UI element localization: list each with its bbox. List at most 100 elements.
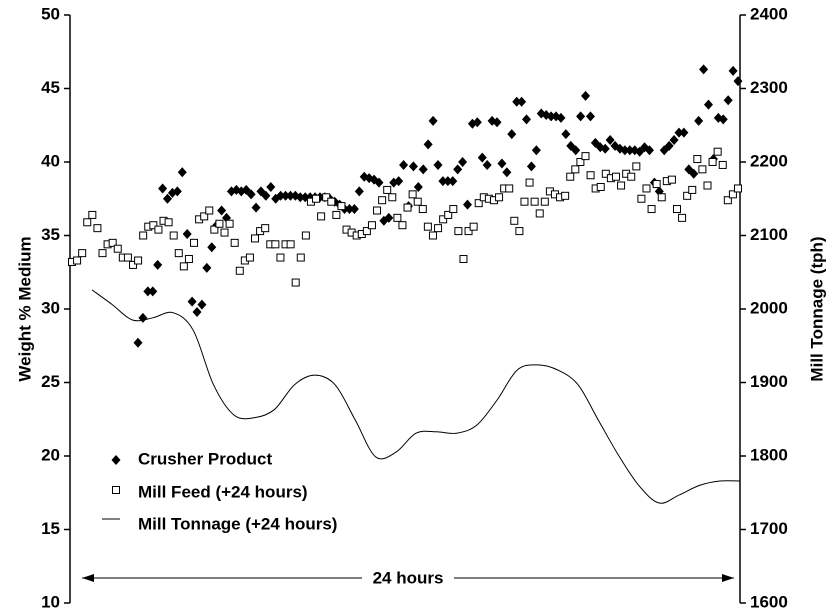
square-point bbox=[611, 172, 620, 181]
diamond-point bbox=[172, 186, 182, 197]
square-point bbox=[454, 227, 463, 236]
square-point bbox=[327, 197, 336, 206]
diamond-point bbox=[408, 161, 418, 172]
diamond-point bbox=[458, 157, 468, 167]
y-tick-label: 40 bbox=[41, 151, 60, 170]
diamond-point bbox=[261, 190, 271, 201]
diamond-point bbox=[674, 127, 684, 138]
diamond-point bbox=[177, 167, 187, 178]
square-point bbox=[113, 244, 122, 253]
square-point bbox=[617, 181, 626, 190]
diamond-point bbox=[163, 193, 173, 204]
diamond-point bbox=[143, 286, 153, 297]
square-point bbox=[459, 255, 468, 264]
square-point bbox=[83, 218, 92, 227]
square-point bbox=[154, 225, 163, 234]
diamond-point bbox=[477, 152, 487, 163]
diamond-point bbox=[605, 134, 615, 145]
diamond-point bbox=[276, 190, 286, 201]
square-point bbox=[510, 216, 519, 225]
diamond-point bbox=[576, 111, 586, 122]
diamond-point bbox=[148, 286, 158, 297]
y2-tick-label: 1600 bbox=[750, 592, 788, 611]
square-point bbox=[723, 196, 732, 205]
diamond-point bbox=[482, 159, 492, 170]
square-point bbox=[398, 221, 407, 230]
diamond-point bbox=[182, 229, 192, 240]
y2-tick-label: 2000 bbox=[750, 298, 788, 317]
square-point bbox=[225, 219, 234, 228]
y2-tick-label: 2100 bbox=[750, 225, 788, 244]
square-point bbox=[388, 193, 397, 202]
square-point bbox=[312, 194, 321, 203]
square-point bbox=[728, 190, 737, 199]
diamond-point bbox=[699, 64, 709, 75]
diamond-point bbox=[192, 306, 202, 317]
diamond-point bbox=[571, 145, 581, 156]
diamond-point bbox=[600, 143, 610, 154]
square-point bbox=[271, 240, 280, 249]
diamond-point bbox=[266, 181, 276, 192]
diamond-point bbox=[285, 190, 295, 201]
legend-diamond bbox=[111, 455, 121, 465]
y2-tick-label: 1800 bbox=[750, 445, 788, 464]
diamond-point bbox=[158, 183, 168, 194]
square-point bbox=[373, 206, 382, 215]
diamond-point bbox=[448, 176, 458, 187]
square-point bbox=[286, 240, 295, 249]
square-point bbox=[718, 160, 727, 169]
diamond-point bbox=[526, 161, 536, 172]
diamond-point bbox=[502, 167, 512, 178]
diamond-point bbox=[718, 114, 728, 125]
square-point bbox=[525, 178, 534, 187]
square-point bbox=[596, 182, 605, 191]
diamond-point bbox=[694, 115, 704, 126]
square-point bbox=[530, 197, 539, 206]
diamond-point bbox=[625, 145, 635, 156]
square-point bbox=[337, 202, 346, 211]
diamond-point bbox=[281, 190, 291, 201]
square-point bbox=[134, 256, 143, 265]
diamond-point bbox=[423, 139, 433, 150]
square-point bbox=[576, 158, 585, 166]
diamond-point bbox=[443, 176, 453, 187]
diamond-point bbox=[217, 205, 227, 216]
square-point bbox=[301, 231, 310, 240]
square-point bbox=[164, 218, 173, 227]
legend-label: Mill Feed (+24 hours) bbox=[138, 482, 308, 501]
y2-axis-label: Mill Tonnage (tph) bbox=[807, 236, 826, 381]
square-point bbox=[403, 203, 412, 212]
square-point bbox=[220, 228, 229, 237]
square-point bbox=[439, 215, 448, 224]
square-point bbox=[637, 194, 646, 203]
diamond-point bbox=[581, 90, 591, 101]
square-point bbox=[667, 175, 676, 184]
tonnage-line bbox=[91, 289, 741, 504]
square-point bbox=[520, 197, 529, 206]
y-tick-label: 25 bbox=[41, 372, 60, 391]
square-point bbox=[393, 213, 402, 222]
diamond-point bbox=[295, 192, 305, 203]
y2-tick-label: 1700 bbox=[750, 519, 788, 538]
square-point bbox=[505, 184, 514, 193]
diamond-point bbox=[207, 242, 217, 253]
diamond-point bbox=[418, 164, 428, 175]
y-tick-label: 15 bbox=[41, 519, 60, 538]
diamond-point bbox=[251, 202, 261, 213]
square-point bbox=[632, 162, 641, 171]
square-point bbox=[296, 253, 305, 262]
square-point bbox=[108, 238, 117, 247]
square-point bbox=[449, 205, 458, 214]
square-point bbox=[642, 184, 651, 193]
diamond-point bbox=[413, 181, 423, 192]
diamond-point bbox=[138, 312, 148, 323]
y2-tick-label: 2200 bbox=[750, 151, 788, 170]
y2-tick-label: 2400 bbox=[750, 4, 788, 23]
diamond-point bbox=[428, 115, 438, 126]
y-tick-label: 35 bbox=[41, 225, 60, 244]
square-point bbox=[235, 266, 244, 275]
diamond-point bbox=[344, 204, 354, 215]
diamond-point bbox=[463, 199, 473, 210]
square-point bbox=[652, 180, 661, 189]
